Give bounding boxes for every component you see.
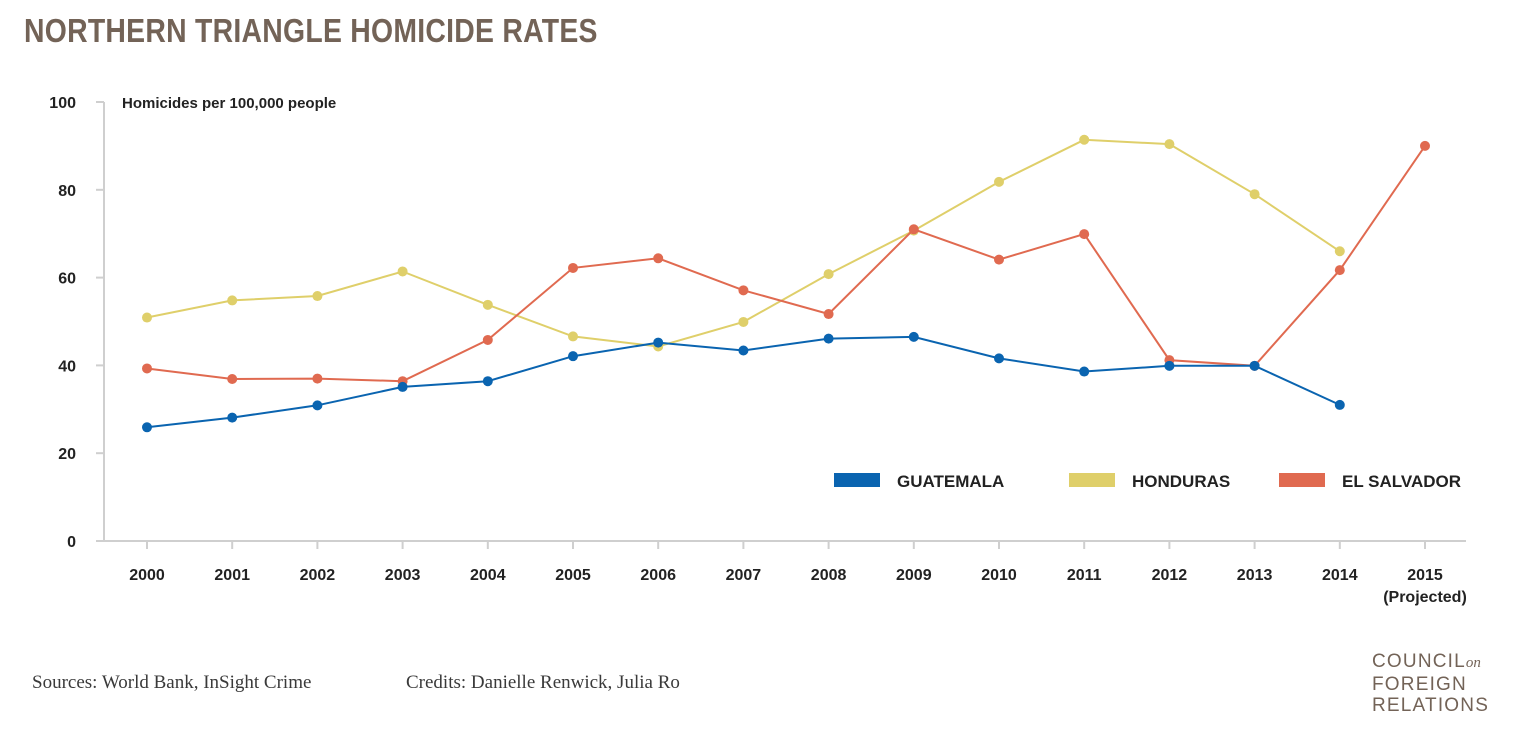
- guatemala-point: [397, 381, 408, 392]
- el-salvador-line: [146, 145, 1426, 383]
- el-salvador-point: [823, 309, 834, 320]
- x-tick-label: 2013: [1237, 567, 1273, 584]
- y-tick-label: 60: [58, 271, 76, 288]
- legend-label-honduras: HONDURAS: [1132, 472, 1230, 491]
- credits-note: Credits: Danielle Renwick, Julia Ro: [406, 672, 680, 693]
- y-tick-label: 0: [67, 534, 76, 551]
- el-salvador-point: [227, 374, 238, 385]
- el-salvador-point: [482, 334, 493, 345]
- el-salvador-point: [312, 373, 323, 384]
- x-tick-sublabel: (Projected): [1383, 589, 1467, 606]
- logo-line-3: RELATIONS: [1372, 695, 1490, 716]
- x-tick-label: 2003: [385, 567, 421, 584]
- legend-label-guatemala: GUATEMALA: [897, 472, 1004, 491]
- x-tick-label: 2000: [129, 567, 165, 584]
- logo-line-2: FOREIGN: [1372, 674, 1467, 695]
- x-tick-label: 2006: [640, 567, 676, 584]
- y-tick-label: 100: [49, 95, 76, 112]
- el-salvador-point: [1420, 140, 1430, 151]
- x-tick-label: 2015: [1407, 567, 1443, 584]
- x-tick-label: 2009: [896, 567, 932, 584]
- x-tick-label: 2012: [1152, 567, 1188, 584]
- guatemala-point: [908, 331, 919, 342]
- cfr-logo: COUNCILon FOREIGN RELATIONS: [1372, 651, 1489, 716]
- honduras-point: [1079, 134, 1090, 145]
- el-salvador-point: [1334, 265, 1345, 276]
- guatemala-point: [312, 400, 323, 411]
- x-tick-label: 2005: [555, 567, 591, 584]
- honduras-point: [312, 291, 323, 302]
- legend-label-el-salvador: EL SALVADOR: [1342, 472, 1461, 491]
- honduras-point: [142, 312, 152, 323]
- el-salvador-point: [908, 224, 919, 235]
- guatemala-point: [738, 345, 749, 356]
- logo-line-1: COUNCIL: [1372, 651, 1466, 672]
- guatemala-point: [653, 337, 664, 348]
- honduras-point: [994, 176, 1004, 187]
- el-salvador-point: [1079, 229, 1090, 240]
- el-salvador-point: [142, 363, 152, 374]
- guatemala-point: [823, 333, 834, 344]
- guatemala-point: [1334, 399, 1345, 410]
- x-tick-label: 2011: [1067, 567, 1102, 584]
- x-tick-label: 2014: [1322, 567, 1358, 584]
- guatemala-point: [142, 422, 152, 433]
- el-salvador-point: [994, 254, 1004, 265]
- sources-note: Sources: World Bank, InSight Crime: [32, 672, 312, 693]
- guatemala-point: [1079, 366, 1090, 377]
- honduras-point: [227, 295, 238, 306]
- honduras-line: [146, 138, 1341, 348]
- legend-swatch-el-salvador: [1279, 473, 1325, 487]
- honduras-point: [1334, 246, 1345, 257]
- honduras-point: [1164, 139, 1175, 150]
- x-tick-label: 2002: [300, 567, 336, 584]
- y-axis-label: Homicides per 100,000 people: [122, 95, 336, 112]
- x-tick-label: 2007: [726, 567, 762, 584]
- legend-swatch-honduras: [1069, 473, 1115, 487]
- guatemala-point: [1249, 360, 1260, 371]
- legend-swatch-guatemala: [834, 473, 880, 487]
- honduras-point: [397, 266, 408, 277]
- x-tick-label: 2008: [811, 567, 847, 584]
- el-salvador-point: [738, 285, 749, 296]
- x-tick-label: 2010: [981, 567, 1017, 584]
- y-tick-label: 40: [58, 358, 76, 375]
- el-salvador-point: [653, 253, 664, 264]
- guatemala-point: [227, 412, 238, 423]
- chart-title: NORTHERN TRIANGLE HOMICIDE RATES: [24, 12, 598, 49]
- honduras-point: [823, 269, 834, 280]
- honduras-point: [482, 299, 493, 310]
- honduras-point: [568, 331, 578, 342]
- x-tick-label: 2004: [470, 567, 506, 584]
- x-tick-label: 2001: [214, 567, 250, 584]
- guatemala-point: [482, 376, 493, 387]
- el-salvador-point: [568, 262, 578, 273]
- guatemala-point: [1164, 360, 1175, 371]
- guatemala-point: [994, 353, 1004, 364]
- y-tick-label: 80: [58, 183, 76, 200]
- honduras-point: [1249, 189, 1260, 200]
- honduras-point: [738, 316, 749, 327]
- logo-on: on: [1465, 655, 1481, 671]
- guatemala-point: [568, 351, 578, 362]
- y-tick-label: 20: [58, 446, 76, 463]
